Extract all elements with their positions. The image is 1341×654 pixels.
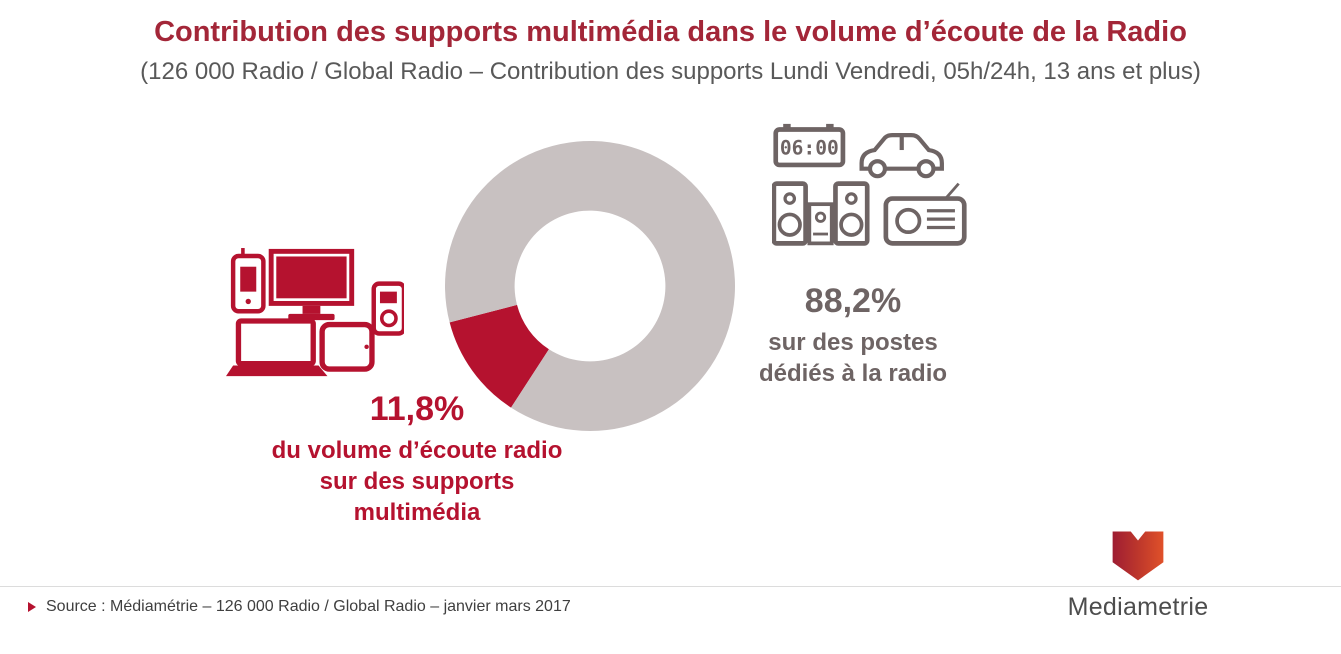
multimedia-share-label-line1: du volume d’écoute radio — [271, 437, 563, 464]
dedicated-share-callout: 88,2% sur des postes dédiés à la radio — [722, 282, 984, 389]
donut-chart-svg — [445, 141, 736, 432]
mediametrie-logo: Mediametrie — [1058, 526, 1218, 622]
multimedia-share-callout: 11,8% du volume d’écoute radio sur des s… — [228, 390, 606, 529]
radio-devices-svg: 06:00 — [771, 123, 967, 246]
multimedia-share-label-line2: sur des supports — [319, 468, 515, 496]
car-icon — [859, 133, 944, 179]
donut-slice-1 — [445, 141, 736, 432]
donut-slice-0 — [449, 304, 549, 408]
clock-radio-icon: 06:00 — [773, 123, 846, 168]
clock-display: 06:00 — [780, 137, 839, 160]
dedicated-share-label-line2: dédiés à la radio — [758, 360, 948, 388]
multimedia-devices-svg — [226, 248, 407, 377]
logo-m-shape — [1112, 531, 1164, 581]
source-line: Source : Médiamétrie – 126 000 Radio / G… — [28, 598, 571, 616]
smartphone-icon — [230, 248, 266, 314]
monitor-icon — [268, 248, 355, 321]
page-subtitle: (126 000 Radio / Global Radio – Contribu… — [140, 58, 1201, 85]
laptop-icon — [226, 318, 328, 377]
tablet-icon — [319, 321, 375, 372]
multimedia-share-value: 11,8% — [369, 390, 465, 428]
stereo-icon — [771, 181, 870, 246]
mediametrie-logo-text: Mediametrie — [1067, 593, 1209, 621]
page-title: Contribution des supports multimédia dan… — [154, 16, 1187, 48]
multimedia-share-label-line3: multimédia — [353, 499, 481, 527]
footer-divider — [0, 586, 1341, 587]
radio-devices-icons: 06:00 — [771, 120, 968, 256]
dedicated-share-label-line1: sur des postes — [768, 329, 938, 356]
source-bullet-icon — [28, 602, 36, 612]
multimedia-devices-icons — [226, 248, 407, 391]
source-text: Source : Médiamétrie – 126 000 Radio / G… — [46, 598, 571, 615]
donut-chart — [440, 136, 740, 436]
mp3-player-icon — [371, 281, 407, 336]
mediametrie-logo-mark — [1112, 531, 1164, 581]
dedicated-share-value: 88,2% — [804, 282, 902, 320]
portable-radio-icon — [883, 182, 967, 246]
